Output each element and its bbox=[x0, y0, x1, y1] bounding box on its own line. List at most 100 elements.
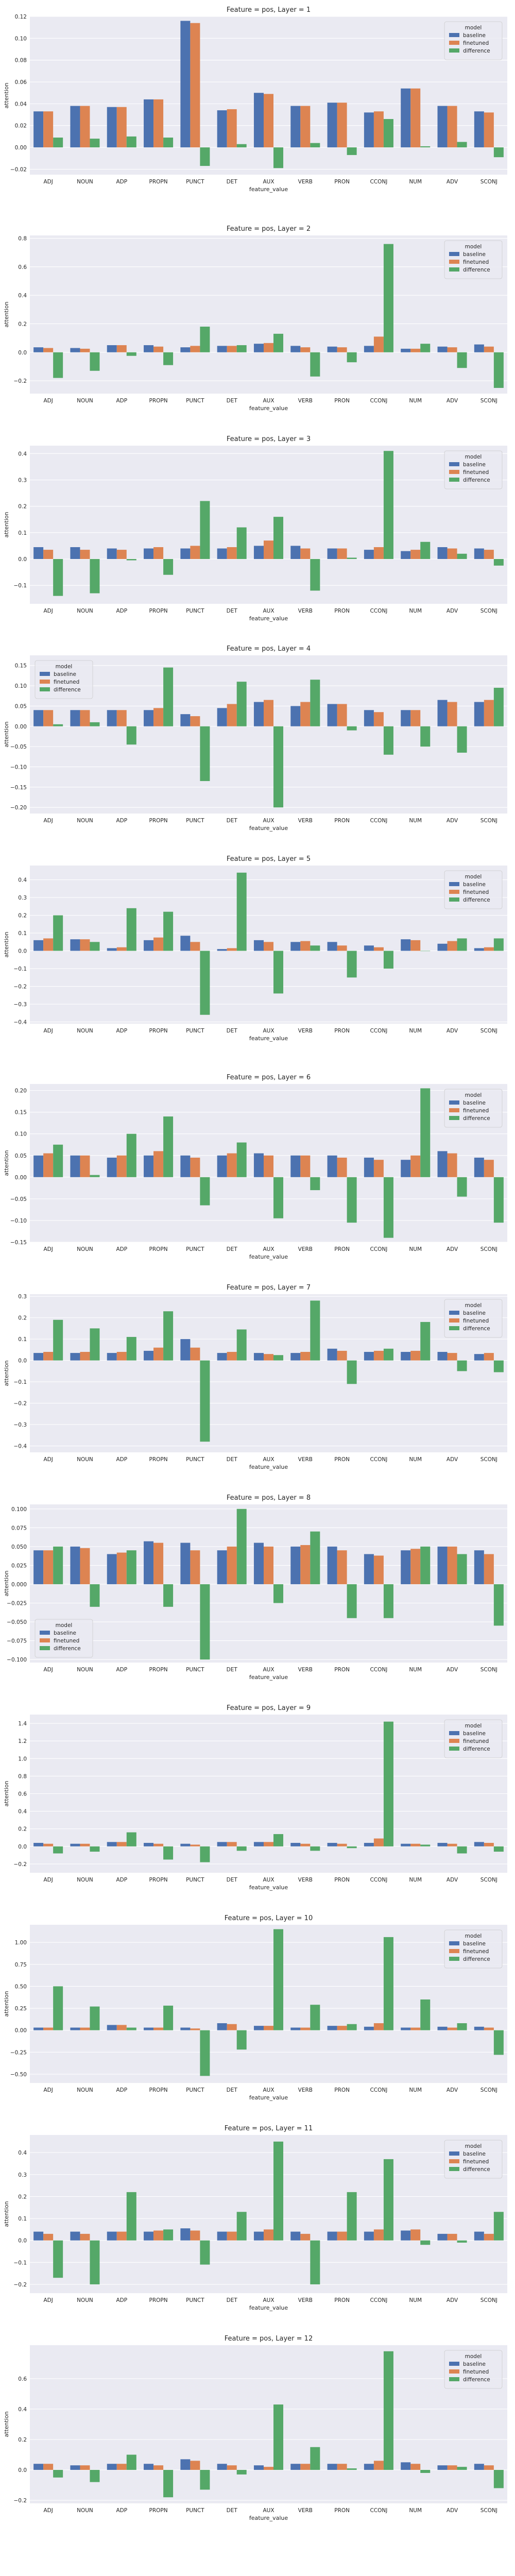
legend-label-difference: difference bbox=[463, 2377, 490, 2383]
bar-finetuned-adj bbox=[43, 1550, 54, 1584]
x-tick-label: VERB bbox=[298, 818, 313, 824]
x-tick-label: ADJ bbox=[43, 179, 53, 185]
bar-baseline-cconj bbox=[364, 346, 374, 352]
legend-swatch-finetuned bbox=[449, 1949, 459, 1953]
bar-baseline-adv bbox=[437, 2233, 448, 2241]
bar-difference-num bbox=[420, 1546, 431, 1584]
x-tick-label: SCONJ bbox=[480, 2087, 497, 2093]
x-tick-label: CCONJ bbox=[370, 1246, 387, 1252]
bar-baseline-adv bbox=[437, 106, 448, 148]
x-tick-label: ADP bbox=[116, 2297, 127, 2303]
bar-difference-det bbox=[236, 345, 247, 352]
bar-difference-propn bbox=[163, 1311, 174, 1361]
y-tick-label: 0.1 bbox=[18, 2216, 27, 2222]
bar-baseline-num bbox=[401, 348, 411, 352]
bar-difference-adj bbox=[53, 1144, 63, 1177]
bar-baseline-num bbox=[401, 2230, 411, 2241]
bar-baseline-num bbox=[401, 2462, 411, 2470]
plot-area bbox=[30, 1294, 507, 1452]
bar-difference-verb bbox=[310, 680, 320, 726]
bar-finetuned-adv bbox=[447, 2465, 457, 2470]
bar-finetuned-punct bbox=[190, 2230, 200, 2241]
bar-difference-noun bbox=[90, 2470, 100, 2482]
bar-baseline-pron bbox=[327, 2026, 337, 2030]
x-tick-label: VERB bbox=[298, 2087, 313, 2093]
y-tick-label: −0.2 bbox=[14, 1401, 27, 1407]
bar-difference-cconj bbox=[383, 726, 393, 755]
x-tick-label: NOUN bbox=[77, 1667, 93, 1673]
bar-finetuned-num bbox=[410, 1350, 421, 1361]
bar-baseline-adj bbox=[33, 1550, 44, 1584]
legend-swatch-finetuned bbox=[40, 1638, 50, 1642]
chart-title: Feature = pos, Layer = 10 bbox=[225, 1914, 313, 1922]
x-tick-label: ADV bbox=[447, 1667, 458, 1673]
legend-label-difference: difference bbox=[463, 477, 490, 483]
bar-baseline-pron bbox=[327, 2464, 337, 2470]
bar-difference-adv bbox=[457, 553, 467, 560]
x-tick-label: VERB bbox=[298, 2297, 313, 2303]
x-tick-label: ADV bbox=[447, 2507, 458, 2514]
legend-swatch-finetuned bbox=[449, 890, 459, 894]
y-tick-label: 0.2 bbox=[18, 321, 27, 327]
x-tick-label: NUM bbox=[409, 608, 422, 614]
x-tick-label: ADJ bbox=[43, 1246, 53, 1252]
bar-finetuned-punct bbox=[190, 1844, 200, 1846]
y-tick-label: −0.2 bbox=[14, 2282, 27, 2288]
legend-label-baseline: baseline bbox=[463, 1310, 486, 1316]
x-tick-label: ADJ bbox=[43, 2297, 53, 2303]
bar-difference-propn bbox=[163, 1846, 174, 1860]
bar-finetuned-noun bbox=[80, 348, 90, 352]
y-tick-label: 0.3 bbox=[18, 895, 27, 901]
y-tick-label: −0.100 bbox=[7, 1657, 27, 1663]
y-tick-label: −0.025 bbox=[7, 1601, 27, 1607]
x-tick-label: PRON bbox=[334, 1667, 350, 1673]
legend-swatch-difference bbox=[449, 2167, 459, 2171]
legend-swatch-finetuned bbox=[449, 41, 459, 45]
bar-finetuned-sconj bbox=[484, 1353, 494, 1361]
y-axis-label: attention bbox=[3, 1360, 10, 1386]
bar-baseline-verb bbox=[290, 546, 301, 560]
bar-finetuned-adv bbox=[447, 702, 457, 726]
x-tick-label: ADJ bbox=[43, 1456, 53, 1463]
x-tick-label: VERB bbox=[298, 398, 313, 404]
bar-difference-sconj bbox=[493, 938, 504, 951]
y-tick-label: 0.075 bbox=[11, 1525, 27, 1531]
bar-difference-punct bbox=[200, 327, 210, 352]
x-tick-label: CCONJ bbox=[370, 398, 387, 404]
bar-baseline-det bbox=[217, 949, 227, 951]
bar-difference-noun bbox=[90, 1846, 100, 1852]
y-tick-label: −0.2 bbox=[14, 984, 27, 990]
bar-finetuned-verb bbox=[300, 106, 311, 148]
legend-label-finetuned: finetuned bbox=[54, 679, 79, 685]
bar-finetuned-verb bbox=[300, 1352, 311, 1361]
x-tick-label: AUX bbox=[263, 2297, 274, 2303]
y-tick-label: −0.2 bbox=[14, 1861, 27, 1868]
bar-baseline-verb bbox=[290, 2027, 301, 2030]
bar-finetuned-propn bbox=[153, 2027, 164, 2030]
legend-swatch-finetuned bbox=[449, 2159, 459, 2163]
x-axis-label: feature_value bbox=[249, 615, 288, 622]
bar-difference-num bbox=[420, 1321, 431, 1361]
legend-swatch-finetuned bbox=[449, 2369, 459, 2374]
x-tick-label: ADJ bbox=[43, 2507, 53, 2514]
bar-finetuned-propn bbox=[153, 547, 164, 560]
x-tick-label: PROPN bbox=[149, 1028, 168, 1034]
bar-finetuned-pron bbox=[337, 1157, 347, 1177]
bar-baseline-adj bbox=[33, 2027, 44, 2030]
x-tick-label: PROPN bbox=[149, 398, 168, 404]
y-tick-label: −0.050 bbox=[7, 1619, 27, 1625]
chart-panel-layer-7: −0.4 −0.3 −0.2 −0.1 0.0 0.1 0.2 0.3 ADJ NOUN ADP PR… bbox=[3, 1284, 507, 1470]
bar-difference-adp bbox=[126, 1133, 136, 1177]
bar-baseline-det bbox=[217, 2023, 227, 2030]
bar-finetuned-num bbox=[410, 88, 421, 148]
bar-difference-verb bbox=[310, 1300, 320, 1361]
bar-baseline-verb bbox=[290, 346, 301, 352]
y-tick-label: 0.8 bbox=[18, 236, 27, 242]
x-tick-label: SCONJ bbox=[480, 1667, 497, 1673]
x-tick-label: VERB bbox=[298, 608, 313, 614]
bar-difference-det bbox=[236, 1846, 247, 1851]
bar-difference-num bbox=[420, 146, 431, 148]
bar-baseline-verb bbox=[290, 706, 301, 726]
bar-finetuned-num bbox=[410, 2229, 421, 2241]
